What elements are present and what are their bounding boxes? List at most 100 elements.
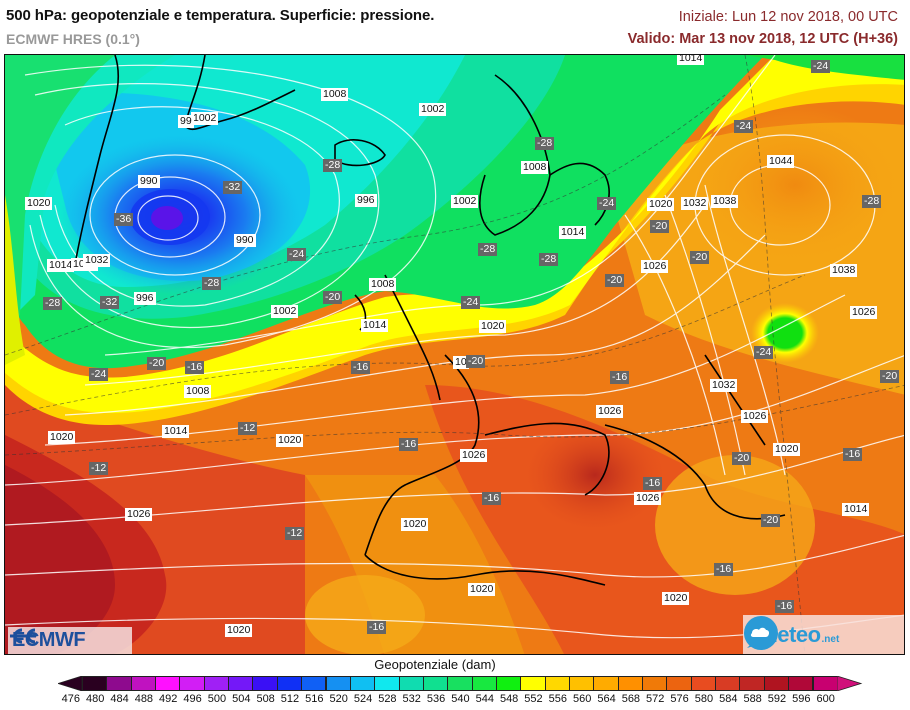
- colorbar-swatch: [617, 676, 644, 691]
- colorbar: [58, 676, 863, 691]
- colorbar-tick-label: 532: [402, 693, 421, 705]
- pressure-label: 1020: [468, 583, 496, 596]
- temperature-label: -32: [223, 181, 243, 194]
- temperature-label: -28: [862, 195, 882, 208]
- temperature-label: -36: [114, 213, 134, 226]
- colorbar-tick-label: 476: [61, 693, 80, 705]
- temperature-label: -16: [185, 361, 205, 374]
- colorbar-swatch: [544, 676, 570, 691]
- pressure-label: 1014: [162, 425, 190, 438]
- colorbar-swatch: [471, 676, 497, 691]
- pressure-label: 1008: [369, 278, 397, 291]
- pressure-label: 1020: [662, 592, 690, 605]
- colorbar-tick-label: 488: [134, 693, 154, 705]
- pressure-label: 1032: [710, 379, 738, 392]
- colorbar-swatch: [228, 676, 254, 691]
- colorbar-swatch: [495, 676, 522, 691]
- colorbar-tick-label: 600: [816, 693, 835, 705]
- colorbar-swatch: [788, 676, 814, 691]
- temperature-label: -32: [100, 296, 120, 309]
- colorbar-tick-label: 596: [792, 693, 811, 705]
- colorbar-swatch: [812, 676, 838, 691]
- temperature-label: -20: [732, 452, 752, 465]
- pressure-label: 1008: [184, 385, 212, 398]
- temperature-label: -12: [238, 422, 258, 435]
- temperature-label: -12: [285, 527, 305, 540]
- colorbar-swatch: [666, 676, 692, 691]
- pressure-label: 1020: [479, 320, 507, 333]
- colorbar-swatch: [155, 676, 181, 691]
- pressure-label: 1014: [559, 226, 587, 239]
- colorbar-swatch: [374, 676, 400, 691]
- colorbar-under-arrow: [58, 676, 83, 691]
- temperature-label: -24: [754, 346, 774, 359]
- colorbar-tick-label: 496: [183, 693, 202, 705]
- pressure-label: 1026: [460, 449, 488, 462]
- temperature-label: -12: [89, 462, 109, 475]
- colorbar-over-arrow: [836, 676, 863, 691]
- pressure-label: 1038: [830, 264, 858, 277]
- pressure-label: 1002: [419, 103, 447, 116]
- pressure-label: 10: [453, 356, 469, 369]
- colorbar-swatch: [690, 676, 717, 691]
- colorbar-swatch: [106, 676, 132, 691]
- model-name: ECMWF HRES (0.1°): [6, 31, 140, 47]
- run-initial-time: Iniziale: Lun 12 nov 2018, 00 UTC: [678, 9, 898, 25]
- pressure-label: 1020: [225, 624, 253, 637]
- colorbar-tick-label: 524: [353, 693, 373, 705]
- pressure-label: 1014: [677, 54, 705, 65]
- colorbar-swatch: [642, 676, 668, 691]
- valid-time: Valido: Mar 13 nov 2018, 12 UTC (H+36): [627, 31, 898, 47]
- colorbar-tick-label: 500: [207, 693, 227, 705]
- pressure-label: 1026: [741, 410, 769, 423]
- temperature-label: -16: [351, 361, 371, 374]
- geopotential-field: [5, 55, 904, 654]
- colorbar-tick-label: 588: [743, 693, 762, 705]
- temperature-label: -24: [734, 120, 754, 133]
- colorbar-tick-label: 540: [451, 693, 470, 705]
- temperature-label: -28: [202, 277, 222, 290]
- colorbar-ticks: 476 480 484 488 492 496 500 504 508 512 516 520 524 5…: [0, 693, 910, 707]
- colorbar-tick-label: 484: [110, 693, 129, 705]
- pressure-label: 1008: [321, 88, 349, 101]
- pressure-label: 1002: [271, 305, 299, 318]
- cloud-bubble-icon: [744, 616, 778, 650]
- pressure-label: 1026: [596, 405, 624, 418]
- colorbar-swatch: [739, 676, 765, 691]
- temperature-label: -28: [535, 137, 555, 150]
- colorbar-swatch: [569, 676, 595, 691]
- colorbar-tick-label: 560: [572, 693, 592, 705]
- colorbar-tick-label: 592: [767, 693, 787, 705]
- temperature-label: -28: [539, 253, 559, 266]
- colorbar-tick-label: 568: [621, 693, 641, 705]
- temperature-label: -20: [147, 357, 167, 370]
- colorbar-swatch: [252, 676, 278, 691]
- pressure-label: 1014: [842, 503, 870, 516]
- temperature-label: -28: [478, 243, 498, 256]
- colorbar-tick-label: 580: [694, 693, 714, 705]
- pressure-label: 1038: [711, 195, 739, 208]
- colorbar-tick-label: 564: [597, 693, 616, 705]
- colorbar-tick-label: 576: [670, 693, 689, 705]
- colorbar-swatch: [130, 676, 157, 691]
- pressure-label: 1026: [641, 260, 669, 273]
- colorbar-swatch: [715, 676, 741, 691]
- colorbar-tick-label: 572: [646, 693, 665, 705]
- temperature-label: -28: [43, 297, 63, 310]
- colorbar-swatch: [82, 676, 108, 691]
- temperature-label: -20: [605, 274, 625, 287]
- colorbar-swatch: [593, 676, 619, 691]
- pressure-label: 996: [355, 194, 377, 207]
- pressure-label: 1020: [647, 198, 675, 211]
- colorbar-swatch: [398, 676, 424, 691]
- pressure-label: 1032: [681, 197, 709, 210]
- temperature-label: -16: [399, 438, 419, 451]
- colorbar-tick-label: 556: [548, 693, 567, 705]
- pressure-label: 1026: [125, 508, 153, 521]
- colorbar-swatch: [203, 676, 230, 691]
- pressure-label: 1014: [361, 319, 389, 332]
- pressure-label: 1020: [25, 197, 53, 210]
- pressure-label: 99: [178, 115, 194, 128]
- temperature-label: -16: [367, 621, 387, 634]
- pressure-label: 1032: [83, 254, 111, 267]
